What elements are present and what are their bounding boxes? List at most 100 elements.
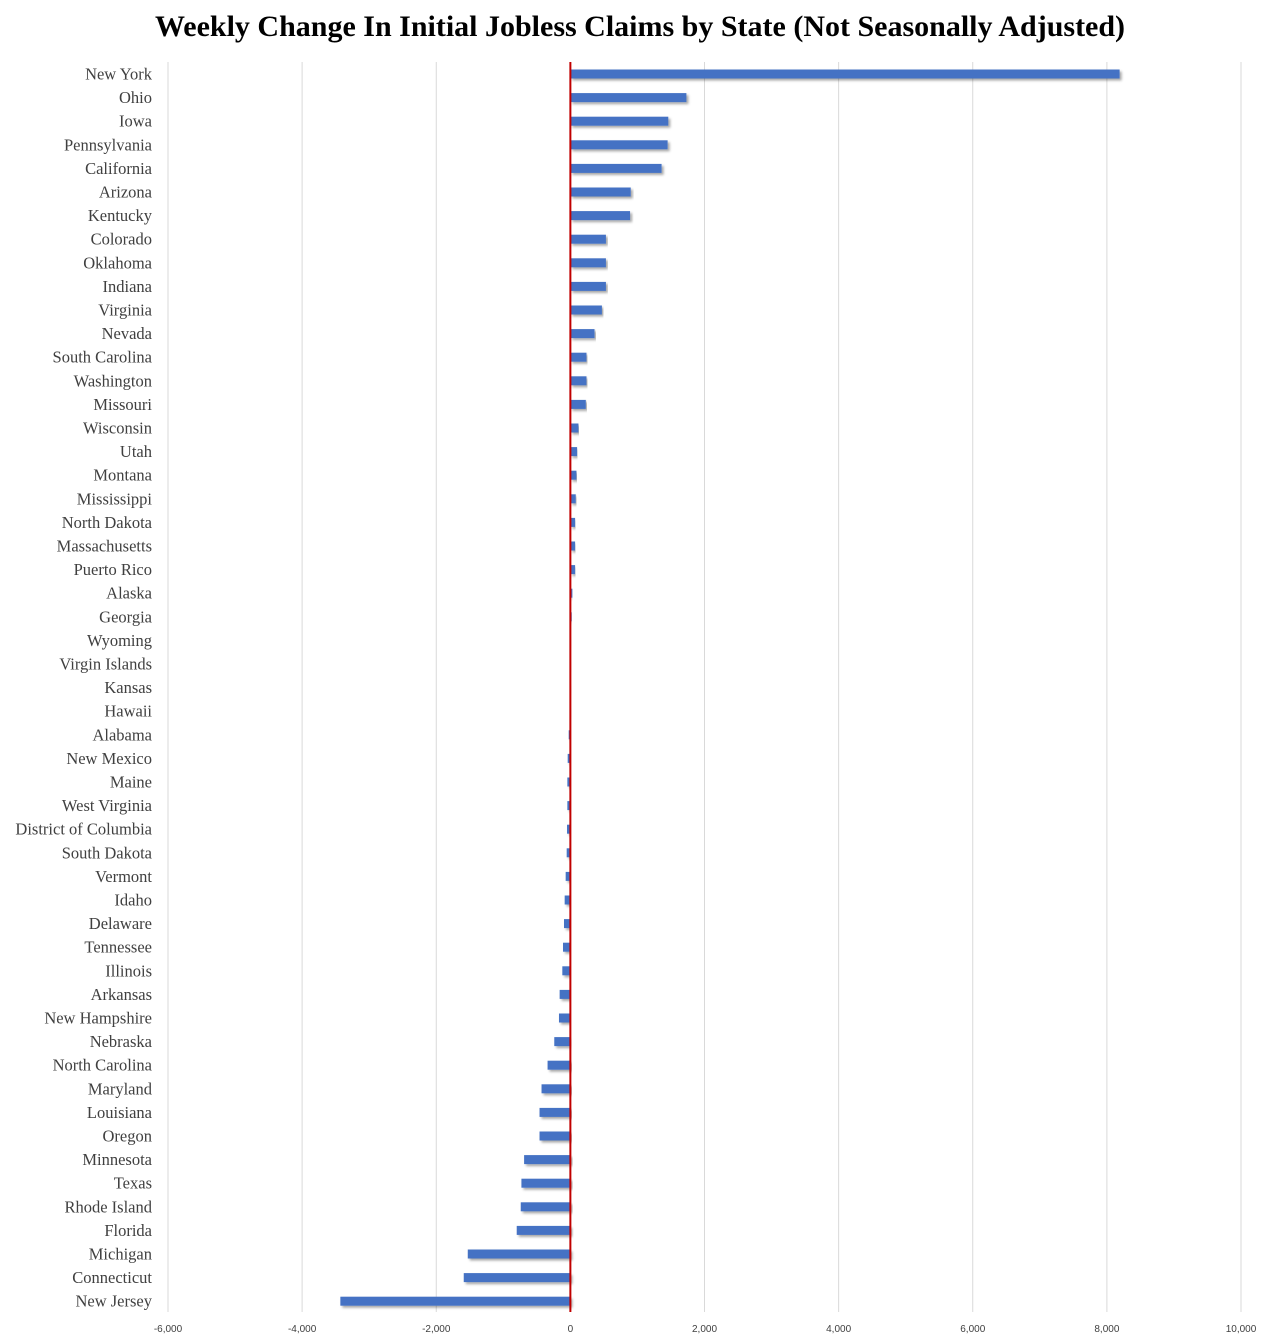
- state-label-virgin-islands: Virgin Islands: [59, 655, 152, 674]
- bar-colorado: [570, 234, 606, 244]
- state-label-north-carolina: North Carolina: [53, 1056, 153, 1075]
- bar-florida: [516, 1225, 571, 1235]
- bar-new-york: [570, 69, 1120, 79]
- bar-west-virginia: [567, 801, 571, 811]
- state-label-washington: Washington: [74, 371, 152, 390]
- state-label-south-carolina: South Carolina: [53, 348, 153, 367]
- state-label-puerto-rico: Puerto Rico: [74, 560, 152, 579]
- state-label-nebraska: Nebraska: [90, 1032, 153, 1051]
- bar-mississippi: [570, 494, 576, 504]
- state-label-oregon: Oregon: [103, 1127, 152, 1146]
- bar-arizona: [570, 187, 631, 197]
- state-label-florida: Florida: [104, 1221, 152, 1240]
- bar-delaware: [564, 919, 571, 929]
- bar-missouri: [570, 399, 586, 409]
- bar-oregon: [539, 1131, 571, 1141]
- bar-ohio: [570, 93, 687, 103]
- state-label-maine: Maine: [110, 773, 152, 792]
- state-label-rhode-island: Rhode Island: [64, 1197, 152, 1216]
- state-label-pennsylvania: Pennsylvania: [64, 135, 153, 154]
- x-tick-label: -2,000: [422, 1324, 451, 1335]
- bar-michigan: [467, 1249, 571, 1259]
- state-label-louisiana: Louisiana: [87, 1103, 153, 1122]
- bar-oklahoma: [570, 258, 606, 268]
- bar-puerto-rico: [570, 565, 576, 575]
- state-label-maryland: Maryland: [88, 1079, 153, 1098]
- state-label-hawaii: Hawaii: [104, 702, 152, 721]
- state-label-oklahoma: Oklahoma: [83, 253, 152, 272]
- state-label-arkansas: Arkansas: [91, 985, 152, 1004]
- bar-new-mexico: [567, 753, 571, 763]
- state-labels: New York Ohio Iowa Pennsylvania California Ar…: [15, 65, 152, 1311]
- bar-south-dakota: [566, 848, 571, 858]
- state-label-vermont: Vermont: [95, 867, 152, 886]
- state-label-montana: Montana: [93, 466, 152, 485]
- state-label-texas: Texas: [114, 1174, 152, 1193]
- x-tick-label: 4,000: [826, 1324, 851, 1335]
- bar-minnesota: [524, 1155, 571, 1165]
- state-label-connecticut: Connecticut: [72, 1268, 152, 1287]
- state-label-california: California: [85, 159, 153, 178]
- state-label-district-of-columbia: District of Columbia: [15, 820, 152, 839]
- state-label-minnesota: Minnesota: [82, 1150, 152, 1169]
- bar-maryland: [541, 1084, 571, 1094]
- bar-texas: [521, 1178, 571, 1188]
- x-tick-label: 0: [568, 1324, 574, 1335]
- bar-louisiana: [539, 1107, 571, 1117]
- state-label-virginia: Virginia: [98, 301, 152, 320]
- bar-kentucky: [570, 211, 631, 221]
- x-tick-label: 10,000: [1226, 1324, 1257, 1335]
- state-label-alaska: Alaska: [106, 584, 152, 603]
- bar-virginia: [570, 305, 602, 315]
- state-label-kentucky: Kentucky: [88, 206, 153, 225]
- state-label-illinois: Illinois: [105, 961, 152, 980]
- state-label-alabama: Alabama: [92, 725, 152, 744]
- state-label-ohio: Ohio: [119, 88, 152, 107]
- bar-vermont: [565, 871, 571, 881]
- chart-title: Weekly Change In Initial Jobless Claims …: [154, 10, 1126, 43]
- bar-pennsylvania: [570, 140, 668, 150]
- bar-idaho: [564, 895, 571, 905]
- bar-arkansas: [559, 989, 571, 999]
- state-label-arizona: Arizona: [99, 183, 153, 202]
- bar-wisconsin: [570, 423, 579, 433]
- x-tick-label: 2,000: [692, 1324, 717, 1335]
- state-label-kansas: Kansas: [104, 678, 152, 697]
- state-label-mississippi: Mississippi: [77, 489, 153, 508]
- bar-illinois: [562, 966, 571, 976]
- bar-district-of-columbia: [567, 824, 571, 834]
- bar-nevada: [570, 329, 595, 339]
- bar-washington: [570, 376, 587, 386]
- state-label-north-dakota: North Dakota: [62, 513, 153, 532]
- x-tick-label: -6,000: [154, 1324, 183, 1335]
- bar-indiana: [570, 281, 606, 291]
- x-tick-label: -4,000: [288, 1324, 317, 1335]
- state-label-indiana: Indiana: [103, 277, 153, 296]
- state-label-michigan: Michigan: [89, 1245, 152, 1264]
- state-label-georgia: Georgia: [99, 607, 153, 626]
- state-label-new-york: New York: [85, 65, 153, 84]
- bar-south-carolina: [570, 352, 587, 362]
- bars: [340, 69, 1120, 1306]
- state-label-south-dakota: South Dakota: [62, 843, 153, 862]
- bar-nebraska: [554, 1037, 571, 1047]
- bar-rhode-island: [520, 1202, 571, 1212]
- bar-alaska: [570, 588, 573, 598]
- bar-maine: [567, 777, 571, 787]
- bar-north-carolina: [547, 1060, 571, 1070]
- state-label-nevada: Nevada: [102, 324, 153, 343]
- state-label-west-virginia: West Virginia: [62, 796, 153, 815]
- bar-massachusetts: [570, 541, 576, 551]
- state-label-iowa: Iowa: [119, 112, 153, 131]
- state-label-idaho: Idaho: [114, 891, 152, 910]
- x-axis-tick-labels: -6,000 -4,000 -2,000 0 2,000 4,000 6,000 8,000 1…: [154, 1324, 1257, 1335]
- state-label-wisconsin: Wisconsin: [83, 419, 152, 438]
- state-label-colorado: Colorado: [91, 230, 152, 249]
- bar-new-hampshire: [558, 1013, 571, 1023]
- state-label-massachusetts: Massachusetts: [57, 537, 152, 556]
- state-label-utah: Utah: [120, 442, 153, 461]
- bar-new-jersey: [340, 1296, 571, 1306]
- state-label-new-jersey: New Jersey: [75, 1292, 152, 1311]
- state-label-delaware: Delaware: [89, 914, 152, 933]
